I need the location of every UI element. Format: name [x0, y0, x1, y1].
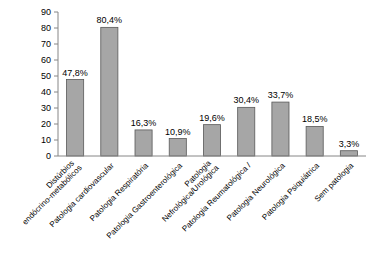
- y-tick: [54, 44, 58, 45]
- y-tick: [54, 124, 58, 125]
- x-tick-label: Sem patologia: [313, 161, 356, 204]
- x-tick-label: Patologia Reumatológica /: [180, 160, 253, 233]
- y-tick-label: 80: [41, 23, 51, 33]
- data-label: 47,8%: [62, 68, 88, 78]
- bar: [203, 125, 220, 156]
- bar: [272, 102, 289, 156]
- data-label: 19,6%: [199, 113, 225, 123]
- y-tick: [54, 76, 58, 77]
- y-tick-label: 10: [41, 135, 51, 145]
- bar: [306, 126, 323, 156]
- y-tick-label: 0: [46, 151, 51, 161]
- bar: [67, 80, 84, 156]
- bar: [340, 151, 357, 156]
- y-tick: [54, 156, 58, 157]
- y-tick-label: 20: [41, 119, 51, 129]
- bar: [135, 130, 152, 156]
- bar: [238, 107, 255, 156]
- y-tick: [54, 108, 58, 109]
- y-tick: [54, 92, 58, 93]
- x-tick-label: Patologia cardiovascular: [48, 161, 116, 229]
- y-tick-label: 60: [41, 55, 51, 65]
- y-tick: [54, 12, 58, 13]
- chart: 0 10 20 30 40 50 60 70 80 90 47,8% 80,4% 16,3% 10,9% 1…: [0, 0, 376, 264]
- y-tick-label: 30: [41, 103, 51, 113]
- x-tick-label: Patologia Gastroenterológica: [105, 161, 185, 241]
- y-tick-label: 90: [41, 7, 51, 17]
- data-label: 33,7%: [268, 90, 294, 100]
- data-label: 16,3%: [131, 118, 157, 128]
- y-tick-label: 40: [41, 87, 51, 97]
- y-tick: [54, 60, 58, 61]
- data-label: 10,9%: [165, 127, 191, 137]
- x-tick-label: Patologia Psiquiátrica: [260, 161, 321, 222]
- x-tick-label: Patologia Neurológica: [225, 161, 287, 223]
- data-label: 30,4%: [233, 95, 259, 105]
- bar: [169, 139, 186, 156]
- y-tick: [54, 140, 58, 141]
- data-label: 80,4%: [97, 15, 123, 25]
- data-label: 18,5%: [302, 114, 328, 124]
- y-tick-label: 70: [41, 39, 51, 49]
- bar: [101, 27, 118, 156]
- x-tick-label: Distúrbios endócrino-metabólicos: [14, 157, 84, 227]
- x-tick-label-line: Nefrológica/Urológica: [160, 163, 221, 224]
- x-axis: [58, 156, 366, 157]
- x-tick-label: Patologia Nefrológica/Urológica: [154, 157, 221, 224]
- data-label: 3,3%: [339, 139, 360, 149]
- y-tick: [54, 28, 58, 29]
- x-tick-label: Patologia Respiratória: [88, 161, 150, 223]
- y-tick-label: 50: [41, 71, 51, 81]
- y-axis: [58, 12, 59, 156]
